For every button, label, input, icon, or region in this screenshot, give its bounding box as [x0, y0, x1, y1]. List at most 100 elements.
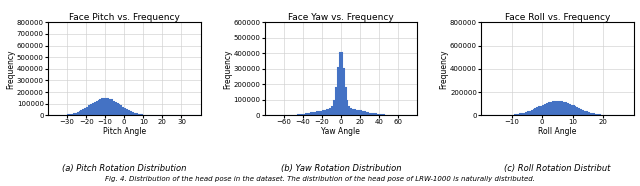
Bar [88, 105, 90, 115]
Bar [73, 113, 75, 115]
Bar [534, 108, 536, 115]
Bar [532, 109, 534, 115]
Bar [597, 114, 599, 115]
Bar [567, 103, 569, 115]
Bar [383, 114, 385, 115]
Bar [513, 114, 515, 115]
Bar [84, 108, 86, 115]
Bar [109, 99, 111, 115]
Bar [122, 107, 124, 115]
Bar [316, 111, 318, 115]
Bar [75, 113, 77, 115]
Bar [582, 110, 584, 115]
Bar [134, 113, 136, 115]
Bar [557, 101, 559, 115]
Bar [575, 106, 577, 115]
Bar [593, 113, 595, 115]
Bar [297, 114, 299, 115]
Bar [358, 110, 360, 115]
Bar [550, 102, 552, 115]
Bar [310, 113, 312, 115]
Bar [69, 114, 71, 115]
Text: (b) Yaw Rotation Distribution: (b) Yaw Rotation Distribution [280, 164, 401, 173]
Bar [301, 114, 303, 115]
Bar [348, 106, 350, 115]
Bar [92, 103, 93, 115]
Bar [536, 107, 538, 115]
Text: Fig. 4. Distribution of the head pose in the dataset. The distribution of the he: Fig. 4. Distribution of the head pose in… [105, 176, 535, 182]
Bar [337, 68, 339, 115]
Text: (c) Roll Rotation Distribut: (c) Roll Rotation Distribut [504, 164, 611, 173]
Bar [328, 109, 330, 115]
Bar [299, 114, 301, 115]
Bar [517, 114, 519, 115]
Bar [140, 114, 141, 115]
Bar [548, 102, 550, 115]
Bar [340, 52, 342, 115]
Bar [531, 110, 532, 115]
Bar [540, 105, 542, 115]
Bar [71, 114, 73, 115]
Bar [377, 114, 379, 115]
Bar [542, 105, 544, 115]
Bar [584, 111, 586, 115]
Bar [586, 111, 588, 115]
Bar [599, 114, 601, 115]
X-axis label: Pitch Angle: Pitch Angle [102, 127, 146, 136]
Bar [339, 52, 340, 115]
Bar [569, 104, 571, 115]
Bar [373, 113, 375, 115]
Bar [521, 113, 523, 115]
Bar [563, 102, 565, 115]
Bar [538, 106, 540, 115]
Bar [523, 113, 525, 115]
Bar [515, 114, 517, 115]
Bar [136, 113, 138, 115]
Bar [90, 104, 92, 115]
Title: Face Yaw vs. Frequency: Face Yaw vs. Frequency [288, 12, 394, 22]
Bar [93, 102, 95, 115]
Bar [362, 111, 364, 115]
Text: (a) Pitch Rotation Distribution: (a) Pitch Rotation Distribution [62, 164, 186, 173]
Bar [326, 109, 328, 115]
Bar [365, 112, 367, 115]
Bar [375, 113, 377, 115]
Bar [81, 110, 83, 115]
Bar [303, 114, 305, 115]
X-axis label: Roll Angle: Roll Angle [538, 127, 577, 136]
Bar [369, 113, 371, 115]
Bar [128, 110, 130, 115]
Y-axis label: Frequency: Frequency [223, 49, 232, 89]
Bar [103, 98, 105, 115]
Bar [559, 101, 561, 115]
Bar [577, 107, 579, 115]
Bar [371, 113, 373, 115]
Bar [342, 68, 344, 115]
Bar [314, 112, 316, 115]
Bar [126, 109, 128, 115]
Bar [552, 101, 554, 115]
Bar [322, 110, 324, 115]
Bar [573, 105, 575, 115]
Bar [324, 110, 326, 115]
Bar [97, 100, 99, 115]
Bar [356, 110, 358, 115]
Bar [346, 100, 348, 115]
Bar [571, 105, 573, 115]
Bar [364, 111, 365, 115]
Bar [546, 103, 548, 115]
Bar [307, 113, 308, 115]
Bar [312, 112, 314, 115]
Bar [360, 110, 362, 115]
Bar [527, 111, 529, 115]
Bar [83, 109, 84, 115]
Bar [591, 113, 593, 115]
Bar [132, 112, 134, 115]
Bar [381, 114, 383, 115]
Bar [115, 102, 116, 115]
Bar [113, 100, 115, 115]
Bar [595, 114, 597, 115]
X-axis label: Yaw Angle: Yaw Angle [321, 127, 360, 136]
Bar [579, 108, 580, 115]
Bar [332, 106, 333, 115]
